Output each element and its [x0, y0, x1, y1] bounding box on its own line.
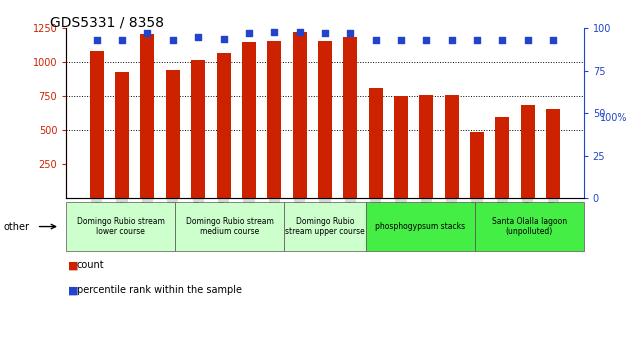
- Bar: [420, 95, 433, 198]
- Bar: [166, 70, 180, 198]
- Text: count: count: [77, 261, 105, 270]
- Bar: [268, 41, 281, 198]
- Bar: [293, 33, 307, 198]
- Point: [548, 38, 558, 43]
- Text: ■: ■: [68, 261, 79, 270]
- Text: other: other: [3, 222, 29, 232]
- Point: [345, 30, 355, 36]
- Point: [91, 38, 102, 43]
- Point: [269, 29, 280, 35]
- Bar: [343, 37, 357, 198]
- Bar: [369, 88, 382, 198]
- Point: [218, 36, 228, 41]
- Point: [168, 38, 178, 43]
- Text: ■: ■: [68, 285, 79, 295]
- Bar: [90, 51, 103, 198]
- Point: [522, 38, 533, 43]
- Text: Domingo Rubio stream
lower course: Domingo Rubio stream lower course: [77, 217, 165, 236]
- Bar: [191, 59, 205, 198]
- Point: [143, 30, 153, 36]
- Text: Santa Olalla lagoon
(unpolluted): Santa Olalla lagoon (unpolluted): [492, 217, 567, 236]
- Bar: [521, 105, 535, 198]
- Text: phosphogypsum stacks: phosphogypsum stacks: [375, 222, 465, 231]
- Bar: [546, 109, 560, 198]
- Point: [422, 38, 432, 43]
- Point: [117, 38, 127, 43]
- Bar: [495, 117, 509, 198]
- Bar: [115, 72, 129, 198]
- Point: [370, 38, 380, 43]
- Point: [396, 38, 406, 43]
- Text: percentile rank within the sample: percentile rank within the sample: [77, 285, 242, 295]
- Bar: [445, 95, 459, 198]
- Y-axis label: 100%: 100%: [600, 113, 628, 123]
- Point: [447, 38, 457, 43]
- Text: Domingo Rubio stream
medium course: Domingo Rubio stream medium course: [186, 217, 274, 236]
- Point: [193, 34, 203, 40]
- Point: [320, 30, 330, 36]
- Bar: [141, 34, 155, 198]
- Bar: [318, 41, 332, 198]
- Point: [497, 38, 507, 43]
- Text: GDS5331 / 8358: GDS5331 / 8358: [50, 16, 165, 30]
- Point: [244, 30, 254, 36]
- Point: [295, 29, 305, 35]
- Bar: [470, 132, 484, 198]
- Point: [472, 38, 482, 43]
- Bar: [394, 96, 408, 198]
- Bar: [242, 42, 256, 198]
- Bar: [216, 53, 230, 198]
- Text: Domingo Rubio
stream upper course: Domingo Rubio stream upper course: [285, 217, 365, 236]
